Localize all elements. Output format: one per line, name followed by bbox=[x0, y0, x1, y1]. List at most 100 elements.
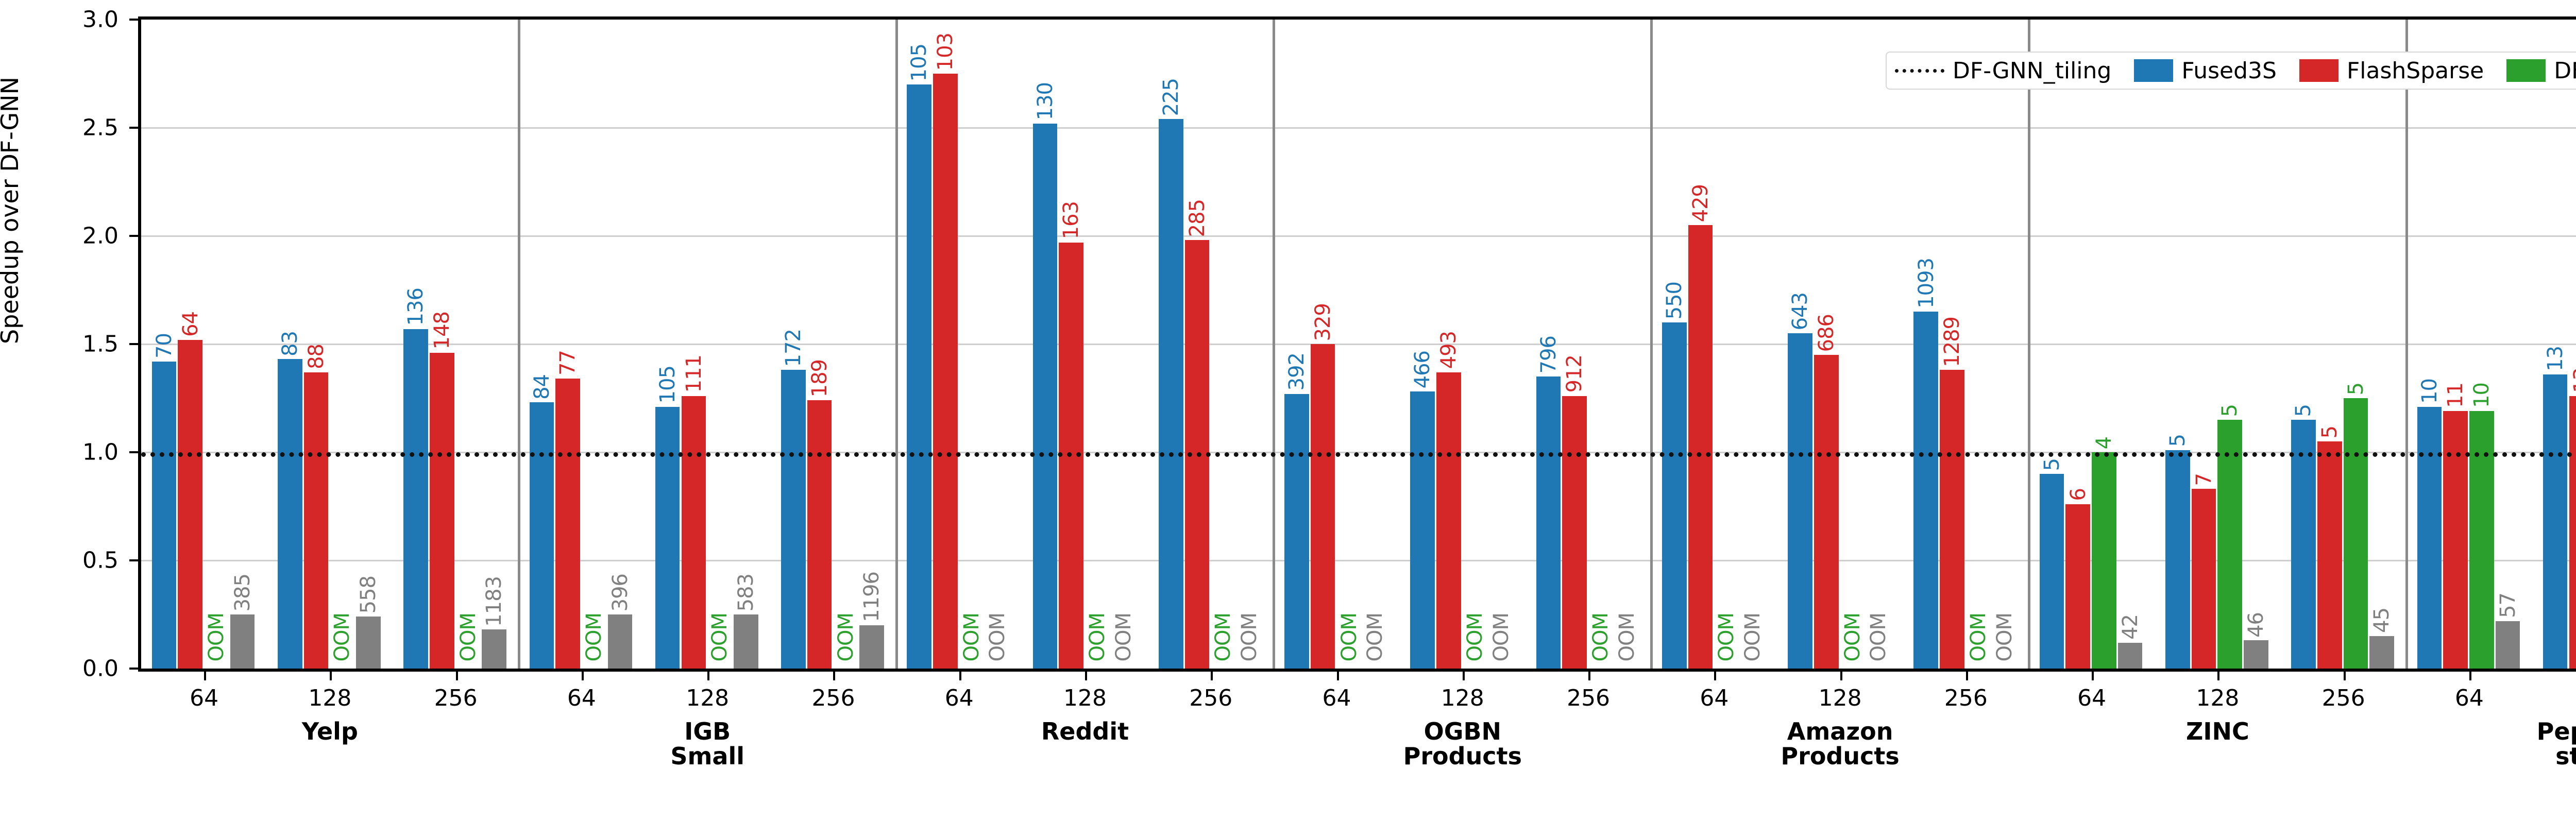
dataset-group-label: Peptidesstruct bbox=[2537, 719, 2576, 769]
x-tick-label: 128 bbox=[686, 685, 730, 711]
bar-value-label: 70 bbox=[152, 333, 176, 358]
bar-value-label: 136 bbox=[404, 288, 428, 326]
legend-item[interactable]: FlashSparse bbox=[2299, 58, 2484, 84]
plot-area: 70 64 OOM 385 83 88 OOM 558 136 148 OOM 1183 84 77 OOM… bbox=[138, 16, 2576, 672]
y-tick-mark bbox=[129, 19, 138, 21]
bar bbox=[2065, 504, 2091, 669]
bar-value-label: OOM bbox=[1363, 612, 1387, 661]
dataset-group-label: ZINC bbox=[2186, 719, 2249, 744]
bar-value-label: 1289 bbox=[1940, 316, 1964, 367]
bar-value-label: 84 bbox=[530, 374, 554, 400]
x-tick-mark bbox=[1462, 672, 1465, 680]
y-tick-mark bbox=[129, 668, 138, 670]
dataset-name-line: OGBN bbox=[1423, 717, 1502, 745]
x-tick-label: 256 bbox=[1944, 685, 1988, 711]
y-tick-mark bbox=[129, 343, 138, 345]
bar bbox=[1032, 123, 1058, 669]
bar-value-label: 493 bbox=[1437, 331, 1461, 369]
bar bbox=[2369, 636, 2394, 669]
bar-value-label: 4 bbox=[2092, 436, 2116, 449]
x-tick-label: 128 bbox=[1063, 685, 1107, 711]
dataset-group-label: Reddit bbox=[1041, 719, 1129, 744]
bar-value-label: OOM bbox=[582, 612, 606, 661]
x-tick-mark bbox=[581, 672, 584, 680]
x-tick-label: 128 bbox=[1440, 685, 1484, 711]
x-tick-mark bbox=[1714, 672, 1717, 680]
x-tick-mark bbox=[330, 672, 332, 680]
bar bbox=[2291, 420, 2316, 669]
gridline bbox=[141, 344, 2576, 345]
bar bbox=[1310, 344, 1335, 669]
x-tick-mark bbox=[707, 672, 710, 680]
bar-value-label: 64 bbox=[178, 311, 202, 337]
bar-value-label: 796 bbox=[1536, 335, 1561, 373]
bar-value-label: OOM bbox=[1111, 612, 1136, 661]
bar-value-label: OOM bbox=[205, 612, 229, 661]
bar-value-label: 11 bbox=[2444, 383, 2468, 408]
bar-value-label: 225 bbox=[1159, 78, 1183, 116]
bar-value-label: 10 bbox=[2417, 378, 2442, 404]
bar bbox=[1562, 396, 1587, 669]
bar bbox=[2443, 411, 2468, 669]
bar bbox=[1410, 391, 1435, 669]
legend-item[interactable]: DF-GNN_tiling bbox=[1895, 58, 2111, 84]
legend-item[interactable]: Fused3S bbox=[2134, 58, 2277, 84]
bar bbox=[733, 614, 758, 669]
legend-label: FlashSparse bbox=[2346, 57, 2484, 84]
bar bbox=[1662, 322, 1687, 669]
x-tick-label: 256 bbox=[434, 685, 478, 711]
bar-value-label: 558 bbox=[357, 575, 381, 614]
x-tick-label: 64 bbox=[1700, 685, 1729, 711]
x-tick-mark bbox=[833, 672, 836, 680]
bar bbox=[2417, 406, 2442, 669]
bar-value-label: OOM bbox=[1211, 612, 1235, 661]
bar-value-label: OOM bbox=[456, 612, 480, 661]
bar-value-label: 105 bbox=[907, 43, 931, 81]
bar-value-label: OOM bbox=[1238, 612, 1261, 661]
bar-value-label: 111 bbox=[682, 355, 706, 393]
bar bbox=[403, 329, 428, 669]
bar bbox=[2244, 640, 2268, 669]
bar bbox=[781, 370, 806, 669]
bar-value-label: 5 bbox=[2318, 425, 2342, 438]
bar bbox=[2543, 374, 2568, 669]
dataset-name-line: Reddit bbox=[1041, 717, 1129, 745]
dataset-name-line: Products bbox=[1781, 742, 1900, 771]
bar bbox=[907, 84, 931, 669]
x-tick-label: 128 bbox=[1818, 685, 1862, 711]
bar bbox=[1788, 333, 1812, 669]
bar bbox=[2317, 441, 2342, 669]
dataset-name-line: Amazon bbox=[1787, 717, 1893, 745]
bar-value-label: OOM bbox=[1463, 612, 1487, 661]
bar-value-label: 5 bbox=[2344, 382, 2368, 395]
bar bbox=[356, 617, 381, 669]
y-tick-label: 0.0 bbox=[82, 655, 118, 682]
bar-value-label: 13 bbox=[2569, 367, 2576, 393]
bar-value-label: 163 bbox=[1059, 201, 1083, 240]
bar bbox=[807, 400, 832, 669]
bar bbox=[1158, 119, 1183, 669]
bar bbox=[1536, 377, 1561, 669]
legend-item[interactable]: DF-GNN_hyper bbox=[2506, 58, 2576, 84]
bar-value-label: 686 bbox=[1814, 314, 1838, 352]
bar-value-label: 46 bbox=[2244, 612, 2268, 638]
x-tick-label: 128 bbox=[308, 685, 352, 711]
x-tick-mark bbox=[1840, 672, 1842, 680]
y-tick-label: 1.5 bbox=[82, 331, 118, 357]
y-tick-mark bbox=[129, 235, 138, 237]
bar bbox=[303, 372, 329, 669]
dataset-name-line: ZINC bbox=[2186, 717, 2249, 745]
group-separator bbox=[1650, 20, 1653, 669]
bar-value-label: 6 bbox=[2066, 488, 2090, 501]
bar-value-label: 7 bbox=[2192, 473, 2216, 486]
bar bbox=[607, 614, 633, 669]
bar bbox=[2039, 474, 2064, 669]
x-tick-mark bbox=[2343, 672, 2346, 680]
bar-value-label: OOM bbox=[1715, 612, 1739, 661]
legend-label: DF-GNN_hyper bbox=[2554, 57, 2576, 84]
bar bbox=[1688, 225, 1713, 669]
group-separator bbox=[2405, 20, 2408, 669]
bar-value-label: OOM bbox=[834, 612, 858, 661]
dataset-group-label: OGBN Products bbox=[1403, 719, 1522, 769]
bar-value-label: 42 bbox=[2118, 614, 2142, 640]
